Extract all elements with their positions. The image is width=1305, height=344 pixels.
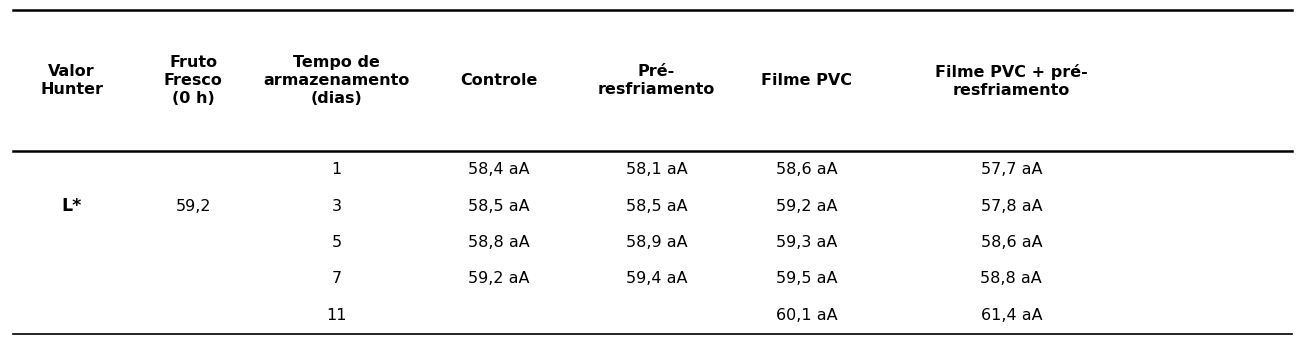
Text: Fruto
Fresco
(0 h): Fruto Fresco (0 h) <box>163 55 223 106</box>
Text: 58,5 aA: 58,5 aA <box>467 198 530 214</box>
Text: 58,5 aA: 58,5 aA <box>625 198 688 214</box>
Text: 57,8 aA: 57,8 aA <box>980 198 1043 214</box>
Text: 59,5 aA: 59,5 aA <box>775 271 838 287</box>
Text: 7: 7 <box>331 271 342 287</box>
Text: 1: 1 <box>331 162 342 177</box>
Text: Tempo de
armazenamento
(dias): Tempo de armazenamento (dias) <box>264 55 410 106</box>
Text: 58,1 aA: 58,1 aA <box>625 162 688 177</box>
Text: 5: 5 <box>331 235 342 250</box>
Text: 60,1 aA: 60,1 aA <box>775 308 838 323</box>
Text: 59,4 aA: 59,4 aA <box>625 271 688 287</box>
Text: 58,4 aA: 58,4 aA <box>467 162 530 177</box>
Text: Filme PVC + pré-
resfriamento: Filme PVC + pré- resfriamento <box>934 64 1088 98</box>
Text: Filme PVC: Filme PVC <box>761 73 852 88</box>
Text: 58,6 aA: 58,6 aA <box>775 162 838 177</box>
Text: 59,3 aA: 59,3 aA <box>775 235 838 250</box>
Text: Valor
Hunter: Valor Hunter <box>40 64 103 97</box>
Text: 58,8 aA: 58,8 aA <box>980 271 1043 287</box>
Text: 3: 3 <box>331 198 342 214</box>
Text: Pré-
resfriamento: Pré- resfriamento <box>598 64 715 97</box>
Text: 58,9 aA: 58,9 aA <box>625 235 688 250</box>
Text: 58,6 aA: 58,6 aA <box>980 235 1043 250</box>
Text: 59,2 aA: 59,2 aA <box>467 271 530 287</box>
Text: 61,4 aA: 61,4 aA <box>980 308 1043 323</box>
Text: 59,2 aA: 59,2 aA <box>775 198 838 214</box>
Text: 57,7 aA: 57,7 aA <box>980 162 1043 177</box>
Text: L*: L* <box>61 197 82 215</box>
Text: 58,8 aA: 58,8 aA <box>467 235 530 250</box>
Text: 11: 11 <box>326 308 347 323</box>
Text: Controle: Controle <box>459 73 538 88</box>
Text: 59,2: 59,2 <box>175 198 211 214</box>
